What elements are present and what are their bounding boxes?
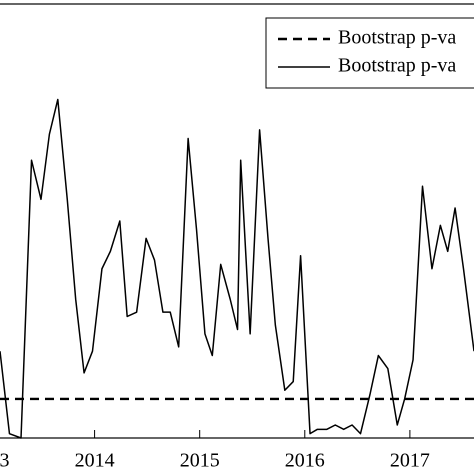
legend-box bbox=[265, 17, 474, 89]
data-line bbox=[0, 98, 474, 439]
x-tick-label: 2016 bbox=[285, 450, 325, 472]
x-tick-label: 2013 bbox=[0, 450, 9, 472]
plot-frame bbox=[0, 3, 474, 439]
x-tick-label: 2017 bbox=[390, 450, 430, 472]
x-tick-label: 2015 bbox=[180, 450, 220, 472]
legend-label: Bootstrap p-va bbox=[338, 55, 456, 77]
x-tick-label: 2014 bbox=[75, 450, 115, 472]
legend-label: Bootstrap p-va bbox=[338, 27, 456, 49]
